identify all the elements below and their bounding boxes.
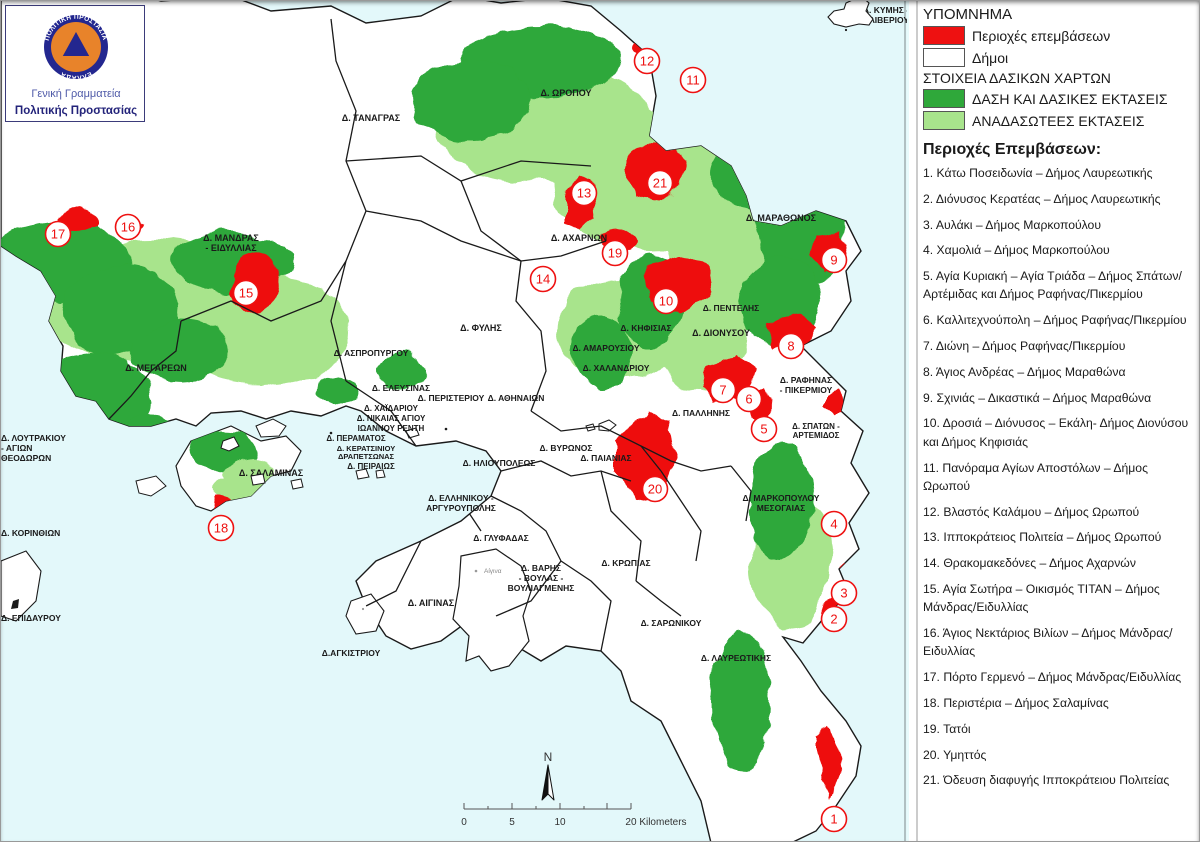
svg-text:ΑΡΤΕΜΙΔΟΣ: ΑΡΤΕΜΙΔΟΣ bbox=[793, 431, 840, 440]
svg-text:6: 6 bbox=[745, 392, 752, 407]
svg-text:Δ. ΑΣΠΡΟΠΥΡΓΟΥ: Δ. ΑΣΠΡΟΠΥΡΓΟΥ bbox=[334, 348, 409, 358]
svg-text:12: 12 bbox=[640, 54, 654, 69]
svg-text:Δ. ΦΥΛΗΣ: Δ. ΦΥΛΗΣ bbox=[460, 323, 502, 333]
svg-text:10: 10 bbox=[554, 817, 566, 828]
svg-text:10: 10 bbox=[659, 294, 673, 309]
svg-text:7: 7 bbox=[719, 383, 726, 398]
svg-text:20: 20 bbox=[648, 482, 662, 497]
svg-text:Δ. ΛΑΥΡΕΩΤΙΚΗΣ: Δ. ΛΑΥΡΕΩΤΙΚΗΣ bbox=[701, 653, 771, 663]
svg-text:ΑΡΓΥΡΟΥΠΟΛΗΣ: ΑΡΓΥΡΟΥΠΟΛΗΣ bbox=[426, 503, 496, 513]
svg-text:ΒΟΥΛΙΑΓΜΕΝΗΣ: ΒΟΥΛΙΑΓΜΕΝΗΣ bbox=[508, 583, 575, 593]
svg-text:Πολιτικής Προστασίας: Πολιτικής Προστασίας bbox=[15, 105, 137, 117]
svg-text:Δ. ΒΑΡΗΣ: Δ. ΒΑΡΗΣ bbox=[521, 563, 561, 573]
svg-text:14: 14 bbox=[536, 272, 550, 287]
svg-text:19: 19 bbox=[608, 246, 622, 261]
svg-text:Δ. ΚΥΜΗΣ -: Δ. ΚΥΜΗΣ - bbox=[863, 5, 907, 15]
svg-text:Δ. ΜΑΝΔΡΑΣ: Δ. ΜΑΝΔΡΑΣ bbox=[203, 233, 259, 243]
svg-text:1: 1 bbox=[830, 812, 837, 827]
svg-text:Δ. ΑΙΓΙΝΑΣ: Δ. ΑΙΓΙΝΑΣ bbox=[408, 598, 455, 608]
svg-text:8: 8 bbox=[787, 339, 794, 354]
svg-text:Δ. ΜΑΡΚΟΠΟΥΛΟΥ: Δ. ΜΑΡΚΟΠΟΥΛΟΥ bbox=[743, 493, 820, 503]
svg-text:Δ. ΧΑΪΔΑΡΙΟΥ: Δ. ΧΑΪΔΑΡΙΟΥ bbox=[364, 404, 419, 413]
svg-text:- ΑΓΙΩΝ: - ΑΓΙΩΝ bbox=[1, 443, 32, 453]
svg-text:Δ.ΑΓΚΙΣΤΡΙΟΥ: Δ.ΑΓΚΙΣΤΡΙΟΥ bbox=[322, 648, 381, 658]
svg-text:Δ. ΜΕΓΑΡΕΩΝ: Δ. ΜΕΓΑΡΕΩΝ bbox=[125, 363, 187, 373]
svg-text:- ΕΙΔΥΛΛΙΑΣ: - ΕΙΔΥΛΛΙΑΣ bbox=[205, 243, 257, 253]
svg-text:Δ. ΕΛΛΗΝΙΚΟΥ -: Δ. ΕΛΛΗΝΙΚΟΥ - bbox=[428, 493, 494, 503]
svg-text:Δ. ΑΘΗΝΑΙΩΝ: Δ. ΑΘΗΝΑΙΩΝ bbox=[488, 393, 545, 403]
svg-text:- ΒΟΥΛΑΣ -: - ΒΟΥΛΑΣ - bbox=[519, 573, 564, 583]
svg-text:11: 11 bbox=[686, 73, 700, 88]
svg-text:0: 0 bbox=[461, 817, 467, 828]
svg-text:ΙΩΑΝΝΟΥ ΡΕΝΤΗ: ΙΩΑΝΝΟΥ ΡΕΝΤΗ bbox=[358, 424, 425, 433]
svg-text:21: 21 bbox=[653, 176, 667, 191]
svg-text:Δ. ΡΑΦΗΝΑΣ: Δ. ΡΑΦΗΝΑΣ bbox=[780, 375, 832, 385]
svg-text:Δ. ΜΑΡΑΘΩΝΟΣ: Δ. ΜΑΡΑΘΩΝΟΣ bbox=[746, 213, 817, 223]
svg-text:Δ. ΚΡΩΠΙΑΣ: Δ. ΚΡΩΠΙΑΣ bbox=[601, 558, 650, 568]
svg-text:Δ. ΠΕΡΑΜΑΤΟΣ: Δ. ΠΕΡΑΜΑΤΟΣ bbox=[326, 434, 386, 443]
svg-text:Δ. ΕΛΕΥΣΙΝΑΣ: Δ. ΕΛΕΥΣΙΝΑΣ bbox=[372, 383, 430, 393]
svg-text:Δ. ΚΟΡΙΝΘΙΩΝ: Δ. ΚΟΡΙΝΘΙΩΝ bbox=[1, 528, 60, 538]
svg-text:5: 5 bbox=[509, 817, 515, 828]
svg-text:15: 15 bbox=[239, 286, 253, 301]
svg-text:18: 18 bbox=[214, 521, 228, 536]
svg-text:Δ. ΠΑΛΛΗΝΗΣ: Δ. ΠΑΛΛΗΝΗΣ bbox=[672, 408, 730, 418]
svg-text:Δ. ΚΗΦΙΣΙΑΣ: Δ. ΚΗΦΙΣΙΑΣ bbox=[620, 323, 671, 333]
svg-text:Γενική Γραμματεία: Γενική Γραμματεία bbox=[31, 88, 121, 100]
svg-text:ΜΕΣΟΓΑΙΑΣ: ΜΕΣΟΓΑΙΑΣ bbox=[757, 503, 805, 513]
svg-text:Δ. ΑΧΑΡΝΩΝ: Δ. ΑΧΑΡΝΩΝ bbox=[551, 233, 607, 243]
svg-text:20 Kilometers: 20 Kilometers bbox=[625, 817, 686, 828]
svg-text:Δ. ΒΥΡΩΝΟΣ: Δ. ΒΥΡΩΝΟΣ bbox=[540, 443, 593, 453]
svg-text:Δ. ΛΟΥΤΡΑΚΙΟΥ: Δ. ΛΟΥΤΡΑΚΙΟΥ bbox=[1, 433, 66, 443]
svg-text:9: 9 bbox=[830, 253, 837, 268]
svg-text:Δ. ΓΛΥΦΑΔΑΣ: Δ. ΓΛΥΦΑΔΑΣ bbox=[473, 533, 529, 543]
svg-text:Δ. ΗΛΙΟΥΠΟΛΕΩΣ: Δ. ΗΛΙΟΥΠΟΛΕΩΣ bbox=[463, 458, 536, 468]
svg-text:13: 13 bbox=[577, 186, 591, 201]
svg-text:ΘΕΟΔΩΡΩΝ: ΘΕΟΔΩΡΩΝ bbox=[1, 453, 51, 463]
svg-text:Δ. ΔΙΟΝΥΣΟΥ: Δ. ΔΙΟΝΥΣΟΥ bbox=[692, 328, 750, 338]
svg-text:Δ. ΑΜΑΡΟΥΣΙΟΥ: Δ. ΑΜΑΡΟΥΣΙΟΥ bbox=[572, 343, 639, 353]
svg-text:Δ. ΤΑΝΑΓΡΑΣ: Δ. ΤΑΝΑΓΡΑΣ bbox=[342, 113, 401, 123]
svg-text:Δ. ΩΡΟΠΟΥ: Δ. ΩΡΟΠΟΥ bbox=[541, 88, 592, 98]
svg-text:ΔΡΑΠΕΤΣΩΝΑΣ: ΔΡΑΠΕΤΣΩΝΑΣ bbox=[338, 452, 395, 461]
svg-text:Δ. ΠΕΙΡΑΙΩΣ: Δ. ΠΕΙΡΑΙΩΣ bbox=[347, 462, 395, 471]
svg-text:Δ. ΝΙΚΑΙΑΣ ΑΓΙΟΥ: Δ. ΝΙΚΑΙΑΣ ΑΓΙΟΥ bbox=[357, 414, 426, 423]
svg-text:Δ. ΠΑΙΑΝΙΑΣ: Δ. ΠΑΙΑΝΙΑΣ bbox=[580, 453, 631, 463]
svg-text:Δ. ΧΑΛΑΝΔΡΙΟΥ: Δ. ΧΑΛΑΝΔΡΙΟΥ bbox=[583, 363, 650, 373]
svg-text:2: 2 bbox=[830, 612, 837, 627]
svg-text:Δ. ΣΑΡΩΝΙΚΟΥ: Δ. ΣΑΡΩΝΙΚΟΥ bbox=[641, 618, 702, 628]
svg-text:Δ. ΣΑΛΑΜΙΝΑΣ: Δ. ΣΑΛΑΜΙΝΑΣ bbox=[239, 468, 304, 478]
svg-text:5: 5 bbox=[760, 422, 767, 437]
svg-text:4: 4 bbox=[830, 517, 837, 532]
svg-text:Δ. ΕΠΙΔΑΥΡΟΥ: Δ. ΕΠΙΔΑΥΡΟΥ bbox=[1, 613, 61, 623]
svg-text:16: 16 bbox=[121, 220, 135, 235]
svg-text:3: 3 bbox=[840, 586, 847, 601]
svg-text:N: N bbox=[544, 750, 553, 764]
svg-text:- ΠΙΚΕΡΜΙΟΥ: - ΠΙΚΕΡΜΙΟΥ bbox=[780, 385, 833, 395]
svg-text:Αίγινα: Αίγινα bbox=[484, 567, 502, 575]
svg-text:Δ. ΠΕΡΙΣΤΕΡΙΟΥ: Δ. ΠΕΡΙΣΤΕΡΙΟΥ bbox=[418, 393, 485, 403]
svg-text:Δ. ΠΕΝΤΕΛΗΣ: Δ. ΠΕΝΤΕΛΗΣ bbox=[703, 303, 760, 313]
svg-text:Δ. ΣΠΑΤΩΝ -: Δ. ΣΠΑΤΩΝ - bbox=[792, 422, 840, 431]
svg-text:17: 17 bbox=[51, 227, 65, 242]
